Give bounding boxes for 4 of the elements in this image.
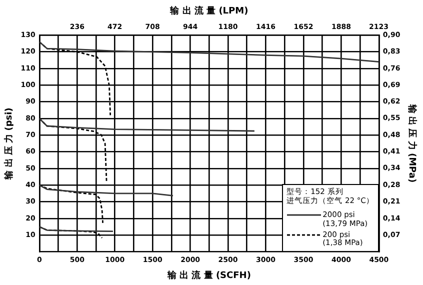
y-axis-title: 输 出 压 力 (psi) bbox=[4, 108, 15, 180]
y2-axis-title: 输 出 压 力 (MPa) bbox=[406, 103, 418, 183]
x-axis-title: 输 出 流 量 (SCFH) bbox=[166, 270, 251, 281]
x2-axis-title: 输 出 流 量 (LPM) bbox=[169, 6, 248, 17]
